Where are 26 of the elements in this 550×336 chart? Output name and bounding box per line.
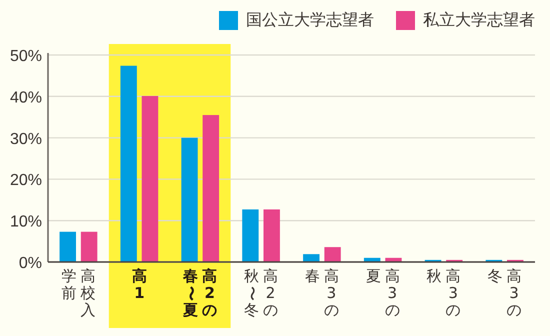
x-tick-label: 高3の冬 (488, 267, 522, 319)
bar (80, 232, 98, 262)
bar (242, 209, 259, 262)
x-tick-label: 高2の春〜夏 (182, 267, 218, 319)
y-tick-label: 40% (10, 89, 42, 106)
x-tick-label: 高校入学前 (61, 267, 96, 319)
y-tick-label: 20% (10, 172, 42, 190)
x-tick-label: 高3の秋 (426, 267, 461, 319)
legend-label: 私立大学志望者 (423, 10, 535, 31)
y-tick-label: 10% (10, 214, 42, 231)
x-tick-label: 高3の春 (304, 267, 339, 319)
x-tick-label: 高1 (132, 267, 147, 302)
y-tick-label: 0% (18, 255, 42, 272)
bar (324, 247, 341, 262)
bar (60, 232, 76, 262)
bar (202, 115, 220, 262)
bar (263, 209, 280, 262)
y-tick-label: 50% (10, 48, 42, 65)
x-tick-label: 高2の秋〜冬 (243, 267, 278, 319)
bar (120, 66, 137, 262)
bar (181, 138, 198, 262)
y-tick-label: 30% (10, 130, 42, 148)
bar (142, 96, 158, 262)
legend-label: 国公立大学志望者 (246, 10, 374, 31)
bar (303, 254, 320, 262)
x-tick-label: 高3の夏 (366, 267, 400, 319)
